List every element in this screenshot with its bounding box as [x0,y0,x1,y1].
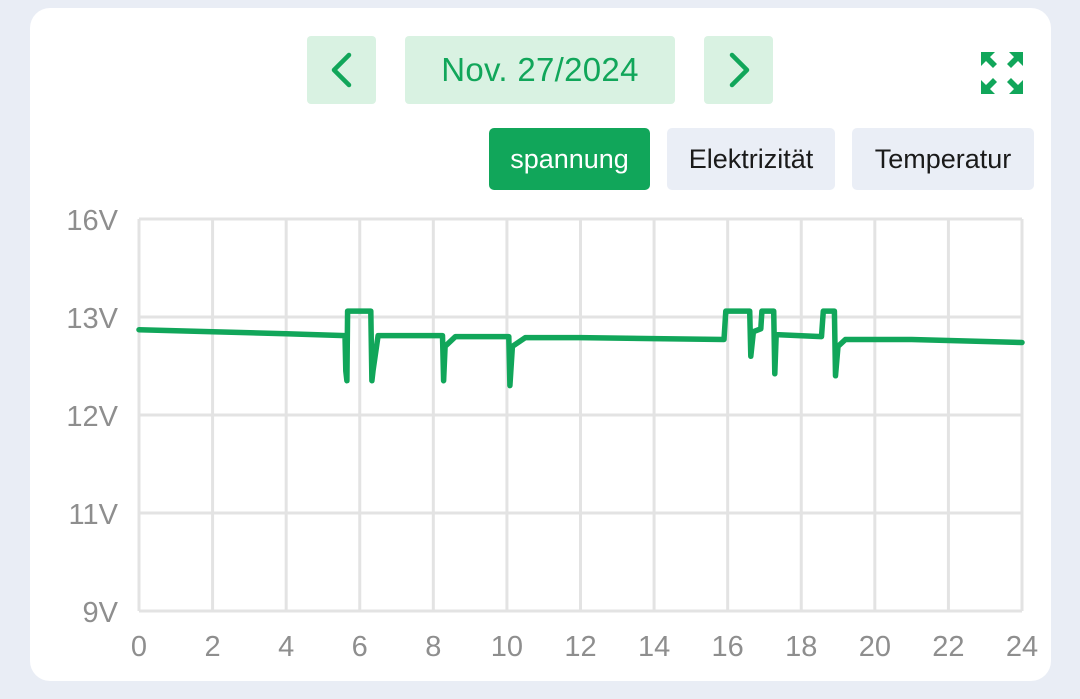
x-tick-label: 6 [352,631,368,663]
x-tick-label: 18 [785,631,817,663]
prev-day-button[interactable] [307,36,376,104]
x-tick-label: 12 [564,631,596,663]
date-label: Nov. 27/2024 [441,51,639,88]
voltage-series-line [136,308,1025,389]
tab-elektrizitaet[interactable]: Elektrizität [667,128,835,190]
x-tick-label: 22 [932,631,964,663]
x-tick-label: 8 [425,631,441,663]
x-tick-label: 2 [205,631,221,663]
y-tick-label: 12V [66,401,118,433]
x-tick-label: 14 [638,631,670,663]
x-tick-label: 0 [131,631,147,663]
x-tick-label: 4 [278,631,294,663]
tab-label: Elektrizität [688,143,814,174]
chart-card [30,8,1051,681]
x-tick-label: 16 [712,631,744,663]
y-tick-label: 13V [66,303,118,335]
tab-spannung[interactable]: spannung [489,128,650,190]
y-tick-label: 11V [69,499,119,531]
tab-label: spannung [510,143,629,174]
chevron-right-icon [729,52,749,88]
tab-temperatur[interactable]: Temperatur [852,128,1034,190]
expand-icon[interactable] [981,52,1023,94]
next-day-button[interactable] [704,36,773,104]
y-tick-label: 9V [83,597,119,629]
x-tick-label: 10 [491,631,523,663]
date-display[interactable]: Nov. 27/2024 [405,36,675,104]
chevron-left-icon [331,52,351,88]
x-tick-label: 24 [1006,631,1038,663]
y-tick-label: 16V [66,205,118,237]
x-tick-label: 20 [859,631,891,663]
tab-label: Temperatur [874,143,1012,174]
